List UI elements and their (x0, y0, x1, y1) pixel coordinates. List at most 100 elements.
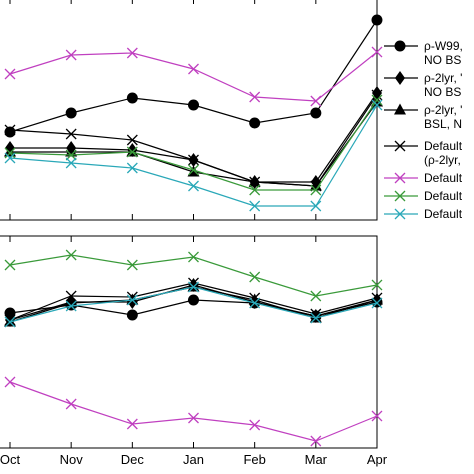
data-point (188, 281, 199, 293)
x-tick-label: Jan (183, 452, 204, 467)
legend-label: ρ-W99, (424, 39, 463, 53)
data-point (310, 435, 322, 447)
data-point (4, 126, 16, 138)
chart-panel-2 (0, 235, 383, 449)
data-point (126, 293, 139, 305)
series-line (9, 51, 378, 102)
data-point (310, 290, 322, 302)
data-point (65, 149, 77, 161)
data-point (309, 311, 322, 323)
data-point (371, 297, 383, 309)
series-4 (4, 277, 383, 326)
legend-entry: ρ-W99,NO BS (384, 39, 463, 67)
legend-entry: Default(ρ-2lyr, (384, 139, 463, 167)
data-point (188, 164, 199, 176)
data-point (188, 154, 199, 166)
data-point (188, 251, 199, 263)
x-tick-label: Feb (243, 452, 265, 467)
data-point (371, 94, 383, 106)
legend-marker (394, 172, 406, 184)
data-point (188, 412, 199, 424)
data-point (371, 89, 383, 101)
legend-entry: Default (384, 171, 463, 185)
legend-label: ρ-2lyr, ' (424, 71, 462, 85)
legend-label-line2: (ρ-2lyr, (424, 153, 461, 167)
data-point (65, 157, 77, 169)
legend-label: Default (424, 189, 463, 203)
data-point (310, 200, 322, 212)
legend-label-line2: NO BS (424, 85, 461, 99)
data-point (126, 309, 138, 321)
plot-frame (0, 0, 378, 221)
series-6 (4, 94, 383, 196)
legend-entry: ρ-2lyr, 'BSL, N (384, 103, 462, 131)
legend-marker (394, 190, 406, 202)
series-7 (4, 99, 383, 212)
data-point (371, 99, 383, 111)
chart-panel-1 (0, 0, 383, 221)
data-point (249, 292, 261, 304)
legend-entry: Default (384, 207, 463, 221)
data-point (249, 91, 261, 103)
x-tick-label: Mar (305, 452, 328, 467)
series-7 (4, 281, 383, 328)
data-point (249, 419, 261, 431)
data-point (65, 145, 78, 157)
data-point (310, 95, 322, 107)
data-point (4, 145, 16, 157)
legend-marker (394, 103, 406, 115)
x-tick-label: Oct (0, 452, 20, 467)
data-point (65, 107, 77, 119)
legend-marker (394, 140, 406, 152)
legend-label: Default (424, 171, 463, 185)
data-point (126, 162, 138, 174)
series-6 (4, 249, 383, 302)
legend-label: Default (424, 139, 463, 153)
series-line (9, 19, 378, 133)
data-point (65, 296, 78, 308)
data-point (65, 49, 77, 61)
data-point (248, 175, 261, 187)
data-point (126, 145, 139, 157)
data-point (371, 46, 383, 58)
data-point (126, 146, 138, 158)
data-point (310, 184, 322, 196)
data-point (4, 314, 16, 326)
data-point (65, 300, 77, 312)
data-point (249, 117, 261, 129)
data-point (4, 316, 16, 328)
series-5 (4, 46, 383, 107)
legend-label-line2: BSL, N (424, 117, 462, 131)
data-point (187, 280, 200, 292)
data-point (249, 176, 261, 188)
data-point (371, 279, 383, 291)
data-point (310, 107, 322, 119)
data-point (249, 297, 261, 309)
data-point (310, 312, 322, 324)
legend-label: Default (424, 207, 463, 221)
series-4 (4, 89, 383, 192)
data-point (249, 184, 261, 196)
data-point (4, 152, 16, 164)
x-tick-label: Apr (367, 452, 388, 467)
data-point (372, 86, 382, 100)
data-point (188, 277, 199, 289)
data-point (4, 259, 16, 271)
data-point (126, 294, 138, 306)
data-point (188, 63, 199, 75)
data-point (126, 134, 138, 146)
data-point (65, 128, 77, 140)
data-point (371, 292, 383, 304)
data-point (126, 92, 138, 104)
data-point (249, 200, 261, 212)
legend-entry: Default (384, 189, 463, 203)
x-tick-label: Dec (121, 452, 145, 467)
data-point (4, 147, 16, 159)
data-point (4, 124, 16, 136)
data-point (65, 290, 77, 302)
data-point (249, 271, 261, 283)
data-point (371, 14, 383, 26)
data-point (188, 294, 199, 306)
data-point (188, 180, 199, 192)
